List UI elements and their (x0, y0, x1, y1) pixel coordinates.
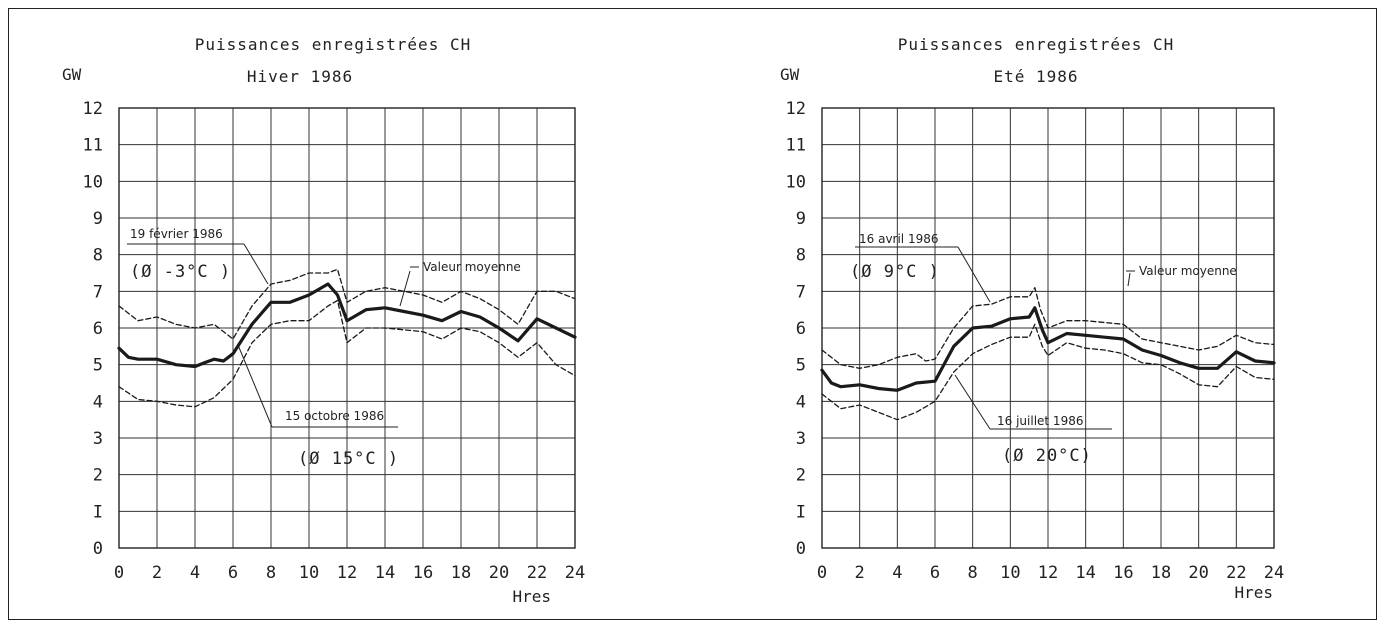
figure-frame (8, 8, 1377, 620)
chart-summer: Puissances enregistrées CH Eté 1986 GW H… (780, 35, 1284, 602)
x-tick-label: 22 (527, 563, 547, 583)
x-tick-label: 14 (375, 563, 395, 583)
x-tick-label: 24 (1264, 563, 1284, 583)
y-tick-label: I (93, 502, 103, 522)
series-line-mean (117, 282, 577, 369)
x-tick-label: 18 (451, 563, 471, 583)
y-tick-label: 11 (786, 136, 806, 156)
x-tick-label: 22 (1226, 563, 1246, 583)
x-tick-label: 24 (565, 563, 585, 583)
x-axis-label: Hres (512, 587, 551, 606)
x-tick-label: 4 (892, 563, 902, 583)
x-tick-label: 14 (1075, 563, 1095, 583)
plot-area (118, 107, 576, 549)
y-tick-label: 0 (796, 539, 806, 559)
series-line-dashed (118, 299, 576, 408)
annotation-leader (237, 344, 273, 428)
y-tick-label: 4 (93, 392, 103, 412)
y-tick-label: 6 (796, 319, 806, 339)
annotation-label: 15 octobre 1986 (285, 409, 384, 423)
temperature-label: (Ø 9°C ) (850, 262, 940, 282)
chart-title: Puissances enregistrées CH (195, 35, 471, 54)
x-tick-label: 6 (228, 563, 238, 583)
annotation-leader (243, 243, 269, 285)
series-line-dashed (821, 287, 1275, 369)
annotation-label: 16 juillet 1986 (997, 414, 1083, 428)
y-axis-label: GW (780, 65, 800, 84)
x-tick-label: 10 (299, 563, 319, 583)
y-tick-label: 7 (93, 282, 103, 302)
y-tick-label: 4 (796, 392, 806, 412)
x-tick-label: 10 (1000, 563, 1020, 583)
annotation-leader (954, 374, 991, 430)
y-tick-label: 0 (93, 539, 103, 559)
y-tick-label: 2 (93, 466, 103, 486)
y-tick-label: 12 (83, 99, 103, 119)
x-tick-label: 2 (152, 563, 162, 583)
y-tick-label: I (796, 502, 806, 522)
grid (119, 108, 575, 548)
x-tick-label: 0 (114, 563, 124, 583)
annotation-label: 19 février 1986 (130, 227, 223, 241)
x-tick-label: 8 (968, 563, 978, 583)
x-tick-label: 20 (1188, 563, 1208, 583)
x-tick-label: 8 (266, 563, 276, 583)
temperature-label: (Ø 20°C) (1002, 446, 1092, 466)
y-tick-label: 9 (93, 209, 103, 229)
annotation-label: 16 avril 1986 (859, 232, 939, 246)
series-line-dashed (118, 268, 576, 340)
x-tick-label: 20 (489, 563, 509, 583)
x-tick-label: 16 (1113, 563, 1133, 583)
y-tick-label: 9 (796, 209, 806, 229)
y-tick-label: 8 (796, 246, 806, 266)
plot-area (821, 107, 1275, 549)
y-tick-label: 6 (93, 319, 103, 339)
chart-title: Puissances enregistrées CH (898, 35, 1174, 54)
x-tick-label: 12 (1038, 563, 1058, 583)
y-axis-label: GW (62, 65, 82, 84)
y-tick-label: 5 (796, 356, 806, 376)
y-tick-label: 12 (786, 99, 806, 119)
x-tick-label: 18 (1151, 563, 1171, 583)
y-tick-label: 2 (796, 466, 806, 486)
y-tick-label: 5 (93, 356, 103, 376)
y-tick-label: 10 (83, 172, 103, 192)
series-line-mean (820, 306, 1276, 392)
annotation-leader (957, 246, 991, 303)
x-tick-label: 16 (413, 563, 433, 583)
annotation-label: Valeur moyenne (1139, 264, 1237, 278)
chart-winter: Puissances enregistrées CH Hiver 1986 GW… (62, 35, 585, 606)
series-line-dashed (821, 323, 1275, 421)
x-tick-label: 2 (855, 563, 865, 583)
x-tick-label: 0 (817, 563, 827, 583)
y-tick-label: 11 (83, 136, 103, 156)
annotation-label: Valeur moyenne (423, 260, 521, 274)
annotation-leader (1127, 272, 1131, 287)
annotation-leader (399, 270, 411, 307)
x-tick-label: 4 (190, 563, 200, 583)
x-tick-label: 6 (930, 563, 940, 583)
temperature-label: (Ø -3°C ) (130, 262, 231, 282)
x-axis-label: Hres (1234, 583, 1273, 602)
y-tick-label: 3 (93, 429, 103, 449)
temperature-label: (Ø 15°C ) (298, 449, 399, 469)
y-tick-label: 8 (93, 246, 103, 266)
y-tick-label: 7 (796, 282, 806, 302)
y-tick-label: 10 (786, 172, 806, 192)
chart-subtitle: Hiver 1986 (247, 67, 353, 86)
chart-subtitle: Eté 1986 (993, 67, 1078, 86)
x-tick-label: 12 (337, 563, 357, 583)
y-tick-label: 3 (796, 429, 806, 449)
